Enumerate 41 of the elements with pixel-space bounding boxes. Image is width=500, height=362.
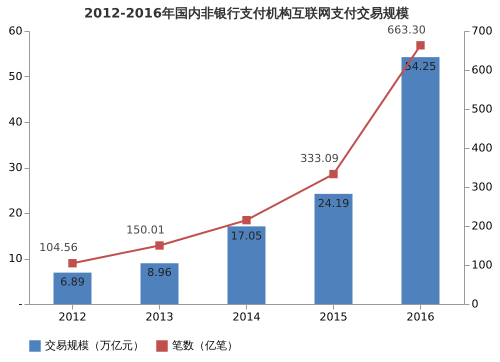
y-tick-label: 40	[8, 116, 22, 128]
y-tick-label: 30	[8, 161, 22, 174]
y-tick-label: 10	[8, 252, 22, 265]
y-tick-label: 20	[8, 206, 22, 220]
x-tick-label: 2013	[146, 310, 174, 324]
point	[242, 216, 251, 224]
data-label: 8.96	[147, 266, 172, 280]
legend-label: 交易规模（万亿元）	[45, 339, 144, 352]
y-tick-label: -	[18, 298, 23, 310]
data-label: 24.19	[318, 196, 350, 210]
data-label: 150.01	[126, 223, 165, 236]
y2-tick-label: 600	[472, 64, 492, 76]
y2-tick-label: 0	[472, 298, 478, 310]
y2-tick-label: 400	[472, 142, 492, 154]
data-label: 17.05	[230, 229, 262, 242]
data-label: 663.30	[387, 23, 426, 36]
y-tick-label: 50	[8, 70, 22, 83]
bar	[140, 263, 178, 304]
bar	[54, 272, 92, 304]
x-tick-label: 2015	[320, 310, 348, 324]
point	[68, 259, 77, 268]
x-tick-label: 2016	[406, 310, 434, 324]
data-label: 6.89	[60, 276, 85, 289]
bar	[228, 226, 266, 304]
legend-label: 笔数（亿笔）	[172, 339, 238, 352]
point	[329, 170, 338, 178]
point	[416, 41, 425, 50]
bar	[402, 57, 440, 304]
y2-tick-label: 100	[472, 258, 492, 272]
data-label: 104.56	[39, 241, 78, 254]
x-tick-label: 2014	[232, 310, 260, 324]
x-tick-label: 2012	[58, 310, 86, 324]
data-label: 333.09	[300, 152, 339, 166]
y2-tick-label: 700	[472, 24, 492, 38]
y2-tick-label: 300	[472, 180, 492, 194]
y-tick-label: 60	[8, 24, 22, 38]
chart-title: 2012-2016年国内非银行支付机构互联网支付交易规模	[84, 5, 409, 22]
y2-tick-label: 200	[472, 220, 492, 232]
y2-tick-label: 500	[472, 102, 492, 116]
bar	[314, 194, 352, 304]
point	[155, 241, 164, 250]
